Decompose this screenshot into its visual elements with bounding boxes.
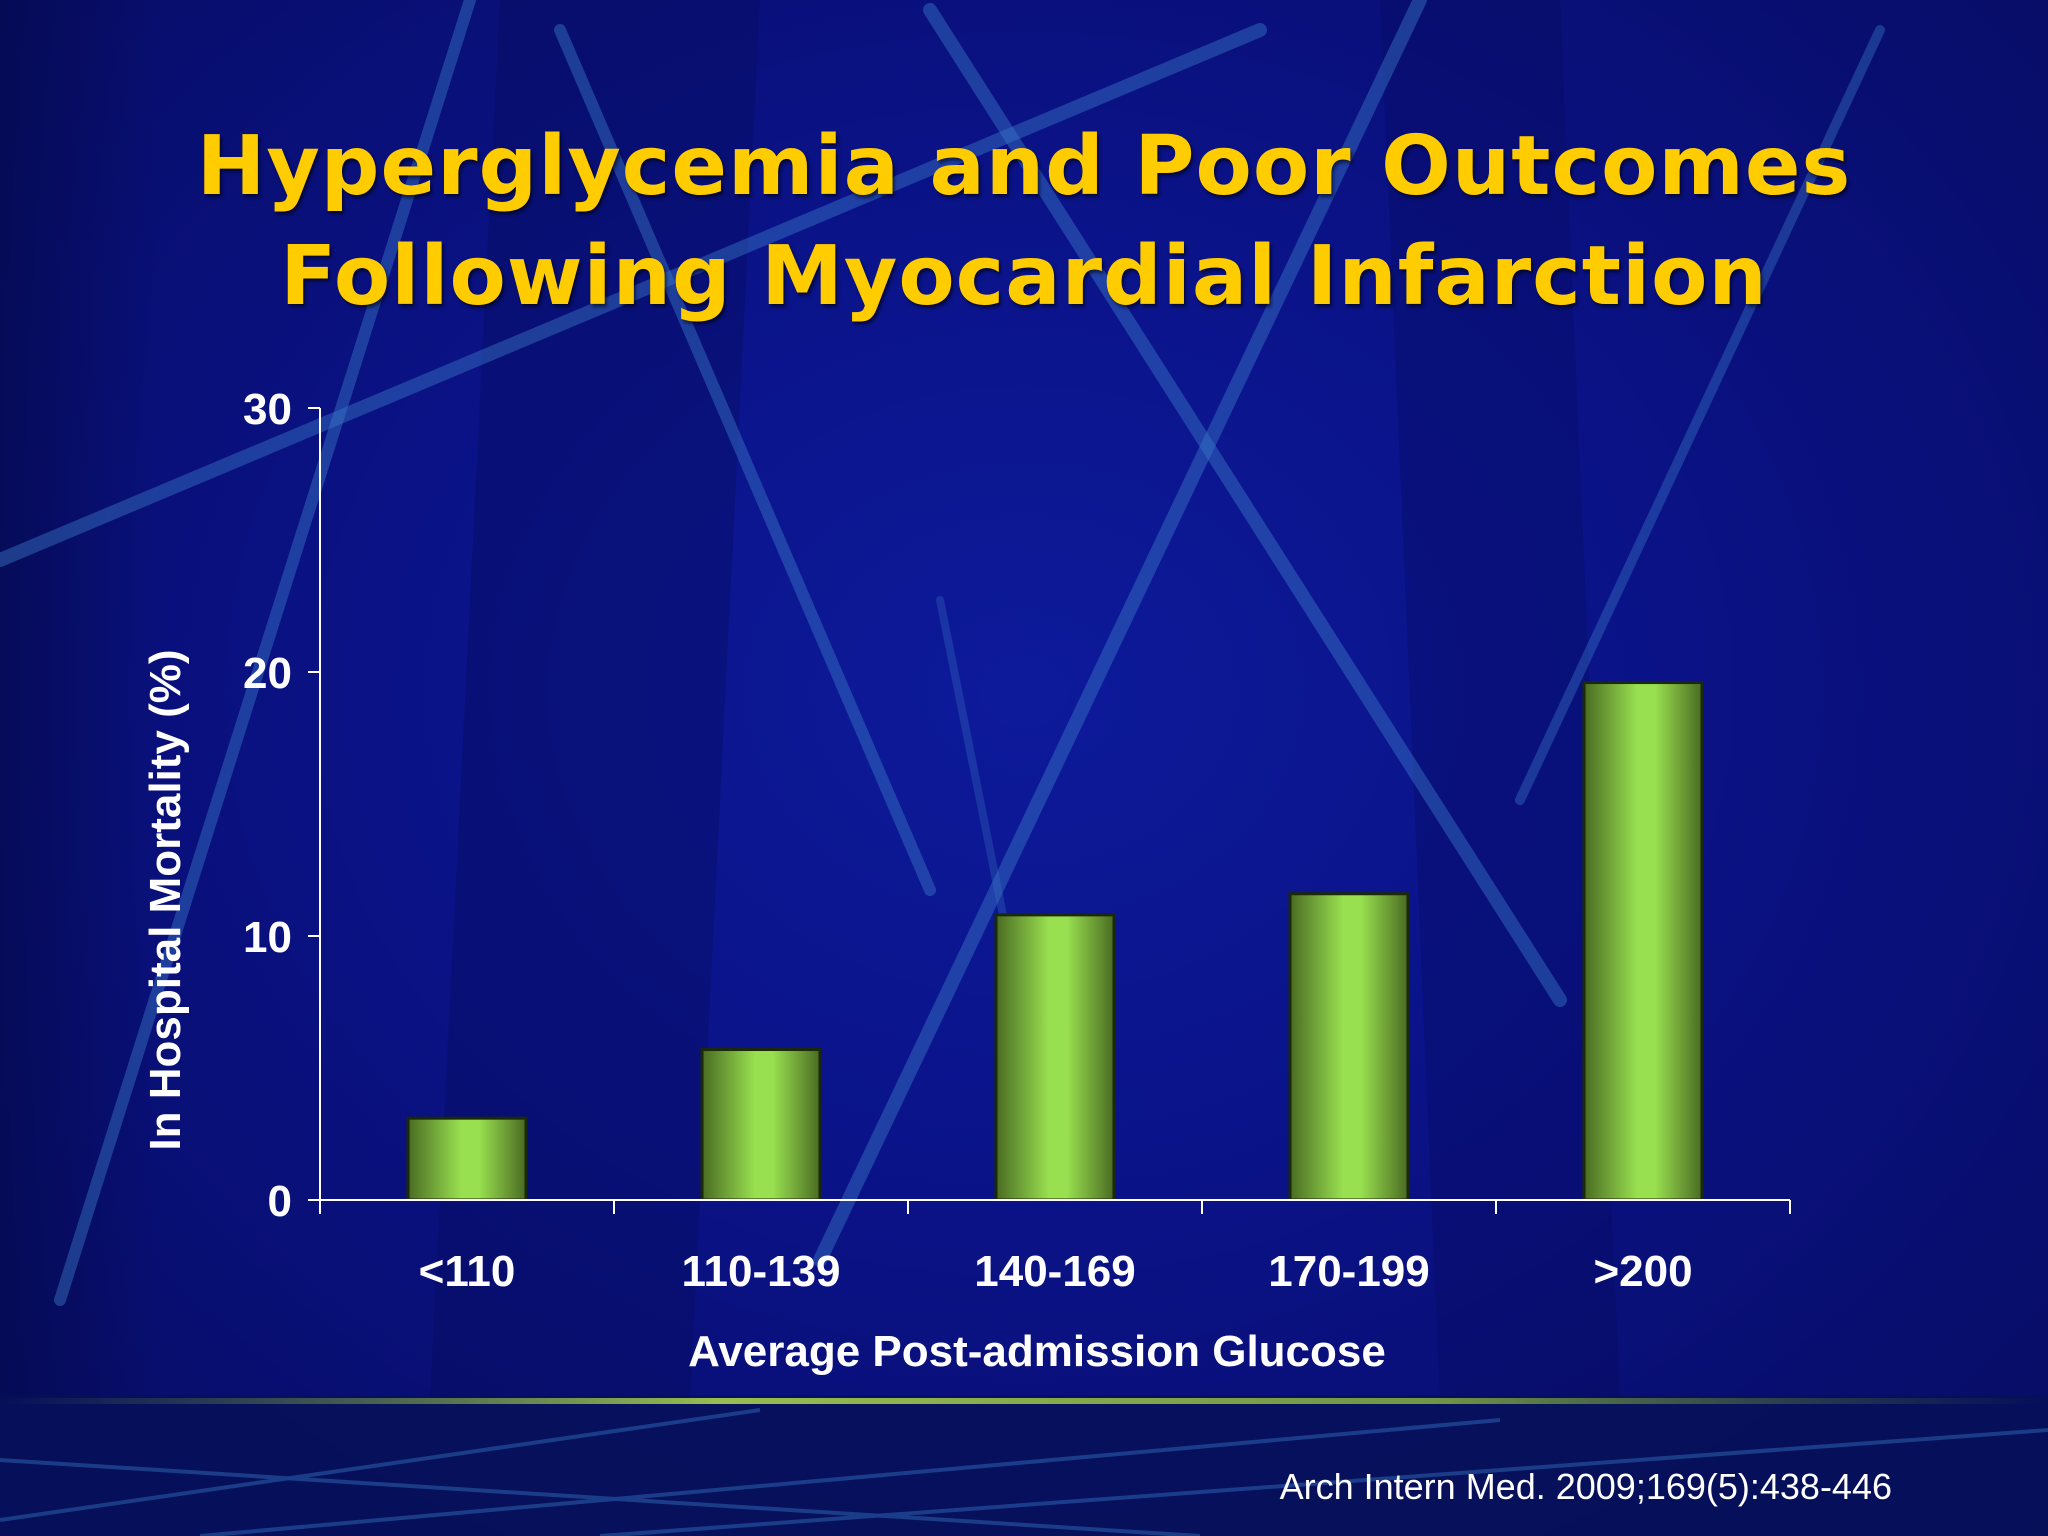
bg-streak — [54, 0, 476, 1306]
bg-streak — [1515, 25, 1885, 805]
bg-streak — [0, 23, 1267, 567]
y-tick-label: 30 — [243, 385, 292, 434]
footer-streak — [199, 1418, 1501, 1536]
y-tick-label: 10 — [243, 913, 292, 962]
x-tick-label: 170-199 — [1268, 1247, 1429, 1296]
axes-group — [308, 407, 1791, 1214]
bg-panel — [1380, 0, 1620, 1400]
footer-streak — [0, 1458, 1201, 1536]
footer-band — [0, 1395, 2048, 1536]
y-tick-labels: 0 10 20 30 — [243, 385, 292, 1226]
footer-streak — [0, 1408, 761, 1522]
bg-streak — [813, 0, 1427, 1267]
slide-title: Hyperglycemia and Poor Outcomes Followin… — [0, 112, 2048, 332]
x-tick-labels: <110 110-139 140-169 170-199 >200 — [419, 1247, 1693, 1296]
bar-110-139 — [700, 1048, 822, 1202]
x-axis-title: Average Post-admission Glucose — [688, 1327, 1386, 1376]
footer-streak — [599, 1428, 2048, 1536]
x-tick-label: 140-169 — [974, 1247, 1135, 1296]
bg-panel — [430, 0, 760, 1400]
y-tick-label: 0 — [268, 1177, 292, 1226]
bars-group — [406, 681, 1704, 1202]
slide-title-line-1: Hyperglycemia and Poor Outcomes — [196, 119, 1852, 214]
x-tick-label: <110 — [419, 1247, 516, 1296]
bg-streak — [554, 24, 936, 896]
footer-line — [0, 1398, 2048, 1404]
x-tick-label: >200 — [1593, 1247, 1692, 1296]
bg-streak — [923, 3, 1567, 1007]
slide-title-line-2: Following Myocardial Infarction — [280, 229, 1768, 324]
bar-140-169 — [994, 913, 1116, 1202]
y-tick-label: 20 — [243, 649, 292, 698]
bg-panel — [0, 0, 160, 1400]
y-axis-title: In Hospital Mortality (%) — [141, 649, 190, 1150]
bar-<110 — [406, 1116, 528, 1202]
bar->200 — [1582, 681, 1704, 1202]
x-tick-label: 110-139 — [681, 1247, 840, 1296]
citation: Arch Intern Med. 2009;169(5):438-446 — [1279, 1466, 1892, 1507]
bar-170-199 — [1288, 892, 1410, 1202]
